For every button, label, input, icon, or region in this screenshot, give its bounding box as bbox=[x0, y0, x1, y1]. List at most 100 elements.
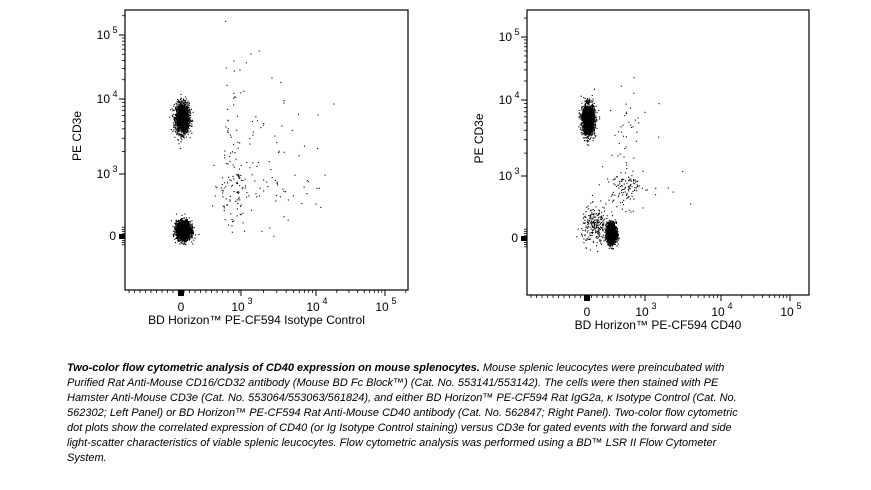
event-dot bbox=[183, 225, 185, 227]
event-dot bbox=[179, 106, 181, 108]
event-dot bbox=[180, 112, 182, 114]
event-dot bbox=[194, 237, 196, 239]
event-dot bbox=[182, 126, 184, 128]
event-dot bbox=[226, 163, 228, 165]
event-dot bbox=[182, 235, 184, 237]
plot-frame bbox=[124, 9, 409, 291]
event-dot bbox=[181, 101, 183, 103]
y-tick-label: 10 bbox=[97, 167, 111, 181]
event-dot bbox=[174, 222, 176, 224]
event-dot bbox=[178, 109, 180, 111]
event-dot bbox=[240, 164, 242, 166]
event-dot bbox=[186, 128, 188, 130]
event-dot bbox=[177, 102, 179, 104]
event-dot bbox=[184, 122, 186, 124]
event-dot bbox=[226, 84, 228, 86]
event-dot bbox=[233, 70, 235, 72]
event-dot bbox=[231, 185, 233, 187]
event-dot bbox=[184, 221, 186, 223]
event-dot bbox=[180, 147, 182, 149]
event-dot bbox=[232, 175, 234, 177]
event-dot bbox=[178, 118, 180, 120]
event-dot bbox=[184, 230, 186, 232]
event-dot bbox=[584, 97, 586, 99]
event-dot bbox=[180, 135, 182, 137]
event-dot bbox=[184, 225, 186, 227]
event-dot bbox=[294, 174, 296, 176]
event-dot bbox=[233, 92, 235, 94]
event-dot bbox=[174, 122, 176, 124]
event-dot bbox=[182, 243, 184, 245]
x-axis bbox=[128, 290, 407, 296]
event-dot bbox=[173, 124, 175, 126]
event-dot bbox=[179, 112, 181, 114]
event-dot bbox=[179, 228, 181, 230]
event-dot bbox=[183, 229, 185, 231]
event-dot bbox=[179, 221, 181, 223]
event-dots bbox=[576, 77, 692, 252]
event-dot bbox=[186, 122, 188, 124]
event-dot bbox=[183, 108, 185, 110]
event-dot bbox=[186, 115, 188, 117]
event-dot bbox=[180, 131, 182, 133]
event-dot bbox=[179, 120, 181, 122]
event-dot bbox=[245, 185, 247, 187]
event-dot bbox=[244, 178, 246, 180]
y-tick-label: 0 bbox=[109, 229, 116, 243]
event-dot bbox=[238, 191, 240, 193]
event-dot bbox=[243, 90, 245, 92]
event-dot bbox=[183, 224, 185, 226]
y-axis-label: PE CD3e bbox=[70, 111, 84, 161]
event-dot bbox=[186, 217, 188, 219]
event-dot bbox=[181, 120, 183, 122]
event-dot bbox=[175, 131, 177, 133]
event-dot bbox=[185, 235, 187, 237]
event-dot bbox=[287, 219, 289, 221]
event-dot bbox=[184, 124, 186, 126]
event-dot bbox=[225, 126, 227, 128]
event-dot bbox=[582, 113, 584, 115]
event-dot bbox=[174, 242, 176, 244]
event-dot bbox=[276, 183, 278, 185]
event-dot bbox=[184, 222, 186, 224]
event-dot bbox=[224, 182, 226, 184]
event-dot bbox=[179, 103, 181, 105]
event-dot bbox=[317, 114, 319, 116]
event-dot bbox=[236, 199, 238, 201]
event-dot bbox=[585, 114, 587, 116]
event-dot bbox=[306, 193, 308, 195]
event-dot bbox=[189, 227, 191, 229]
event-dot bbox=[580, 115, 582, 117]
event-dot bbox=[186, 124, 188, 126]
event-dot bbox=[184, 111, 186, 113]
event-dot bbox=[275, 195, 277, 197]
event-dot bbox=[580, 127, 582, 129]
event-dot bbox=[184, 233, 186, 235]
event-dot bbox=[173, 122, 175, 124]
event-dot bbox=[178, 128, 180, 130]
event-dot bbox=[188, 120, 190, 122]
event-dot bbox=[235, 158, 237, 160]
event-dot bbox=[180, 94, 182, 96]
event-dot bbox=[182, 125, 184, 127]
event-dot bbox=[183, 125, 185, 127]
event-dot bbox=[180, 229, 182, 231]
event-dot bbox=[186, 231, 188, 233]
event-dot bbox=[301, 203, 303, 205]
event-dot bbox=[188, 109, 190, 111]
event-dot bbox=[180, 101, 182, 103]
event-dot bbox=[181, 99, 183, 101]
event-dot bbox=[185, 98, 187, 100]
event-dot bbox=[188, 229, 190, 231]
event-dot bbox=[178, 108, 180, 110]
event-dot bbox=[181, 226, 183, 228]
event-dot bbox=[176, 124, 178, 126]
event-dot bbox=[186, 231, 188, 233]
event-dot bbox=[581, 107, 583, 109]
event-dot bbox=[178, 227, 180, 229]
event-dot bbox=[187, 121, 189, 123]
event-dot bbox=[186, 108, 188, 110]
event-dot bbox=[174, 114, 176, 116]
event-dot bbox=[175, 108, 177, 110]
event-dot bbox=[187, 224, 189, 226]
